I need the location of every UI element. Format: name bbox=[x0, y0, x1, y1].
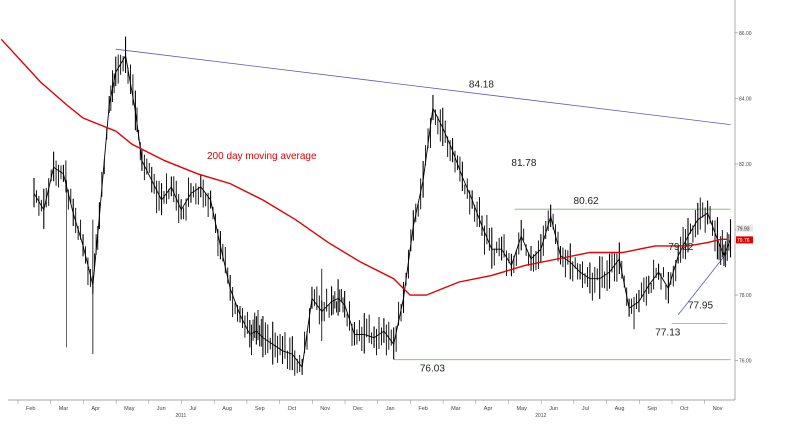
x-tick-label: Jul bbox=[190, 406, 197, 412]
trendline-4 bbox=[677, 252, 728, 316]
y-tick-label: 86.00 bbox=[739, 31, 752, 37]
price-tag-label: 79.76 bbox=[737, 238, 750, 244]
price-tag-box bbox=[736, 224, 753, 232]
x-tick-label: Apr bbox=[91, 406, 100, 412]
moving-average-line bbox=[0, 38, 728, 296]
year-label: 2011 bbox=[176, 413, 187, 419]
annotation-label: 77.13 bbox=[655, 328, 680, 339]
x-tick-label: Apr bbox=[484, 406, 493, 412]
moving-average bbox=[0, 38, 728, 296]
annotation-label: 79.22 bbox=[668, 242, 693, 253]
annotation-label: 81.78 bbox=[511, 158, 536, 169]
x-tick-label: Aug bbox=[222, 406, 232, 412]
price-tag-label: 79.93 bbox=[737, 226, 750, 232]
x-tick-label: May bbox=[517, 406, 528, 412]
x-tick-label: Sep bbox=[647, 406, 657, 412]
x-tick-label: Nov bbox=[320, 406, 330, 412]
y-tick-label: 82.00 bbox=[739, 162, 752, 168]
price-bars bbox=[33, 36, 732, 376]
x-tick-label: Nov bbox=[713, 406, 723, 412]
x-tick-label: Jun bbox=[549, 406, 558, 412]
plot-background bbox=[0, 0, 735, 400]
x-tick-label: Mar bbox=[451, 406, 461, 412]
x-tick-label: May bbox=[124, 406, 135, 412]
x-tick-label: Feb bbox=[26, 406, 35, 412]
y-tick-label: 76.00 bbox=[739, 359, 752, 365]
price-tags: 79.93 79.76 bbox=[736, 224, 753, 244]
y-tick-label: 84.00 bbox=[739, 96, 752, 102]
y-tick-label: 78.00 bbox=[739, 293, 752, 299]
annotation-label: 80.62 bbox=[574, 196, 599, 207]
moving-average-label: 200 day moving average bbox=[207, 151, 317, 162]
x-tick-label: Oct bbox=[680, 406, 689, 412]
price-tag-box bbox=[736, 236, 753, 244]
x-axis: Feb Mar Apr May Jun Jul Aug Sep Oct Nov Dec Jan Feb M… bbox=[17, 400, 723, 419]
x-tick-label: Mar bbox=[59, 406, 69, 412]
annotation-label: 84.18 bbox=[469, 79, 494, 90]
year-label: 2012 bbox=[535, 413, 546, 419]
x-tick-label: Feb bbox=[418, 406, 427, 412]
x-tick-label: Sep bbox=[255, 406, 265, 412]
x-tick-label: Jan bbox=[386, 406, 395, 412]
annotation-label: 76.03 bbox=[420, 364, 445, 375]
x-tick-label: Oct bbox=[288, 406, 297, 412]
x-tick-label: Dec bbox=[353, 406, 363, 412]
x-tick-label: Aug bbox=[615, 406, 625, 412]
annotations: 84.18 81.78 80.62 79.22 77.95 77.13 76.03 bbox=[420, 79, 714, 374]
trendline-0 bbox=[115, 48, 731, 125]
x-tick-label: Jun bbox=[157, 406, 166, 412]
annotation-label: 77.95 bbox=[688, 301, 713, 312]
x-tick-label: Jul bbox=[582, 406, 589, 412]
